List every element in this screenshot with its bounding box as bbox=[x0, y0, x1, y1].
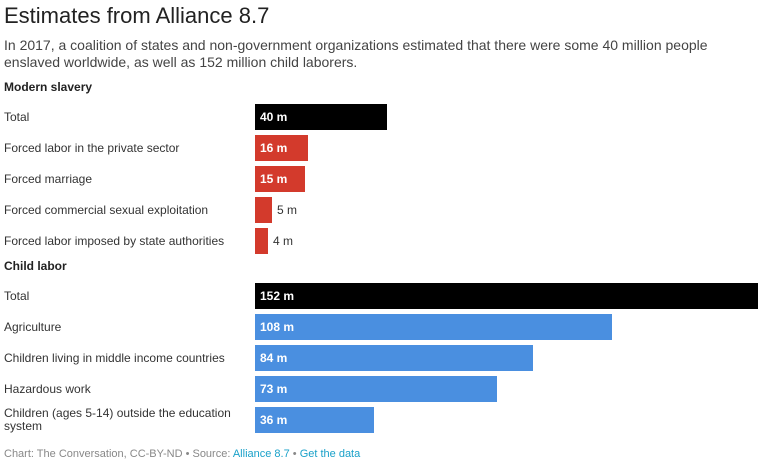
category-label: Hazardous work bbox=[4, 381, 91, 396]
bar-modern-slavery-forced-labor-imposed-by-state-authorities bbox=[255, 228, 268, 254]
data-label: 152 m bbox=[260, 289, 295, 303]
section-title-modern-slavery: Modern slavery bbox=[4, 80, 93, 94]
chart-title: Estimates from Alliance 8.7 bbox=[4, 3, 270, 28]
bar-child-labor-children-ages-5-14-outside-the-education-system bbox=[255, 407, 374, 433]
bar-child-labor-total bbox=[255, 283, 758, 309]
bar-modern-slavery-forced-marriage bbox=[255, 166, 305, 192]
data-label: 15 m bbox=[260, 172, 288, 186]
footer-separator: • bbox=[289, 448, 300, 460]
footer-credit: Chart: The Conversation, CC-BY-ND • Sour… bbox=[4, 448, 233, 460]
bar-modern-slavery-total bbox=[255, 104, 387, 130]
category-label: Children living in middle income countri… bbox=[4, 350, 225, 365]
data-label: 5 m bbox=[277, 203, 298, 217]
data-label: 108 m bbox=[260, 320, 295, 334]
get-data-link[interactable]: Get the data bbox=[299, 448, 361, 460]
category-label: Agriculture bbox=[4, 319, 62, 334]
data-label: 40 m bbox=[260, 110, 288, 124]
category-label: Forced marriage bbox=[4, 171, 93, 186]
source-link[interactable]: Alliance 8.7 bbox=[232, 448, 290, 460]
category-label: Forced labor imposed by state authoritie… bbox=[4, 233, 225, 248]
category-label: Forced commercial sexual exploitation bbox=[4, 202, 209, 217]
data-label: 36 m bbox=[260, 413, 288, 427]
category-label: Children (ages 5-14) outside the educati… bbox=[4, 406, 231, 433]
bar-child-labor-children-living-in-middle-income-countries bbox=[255, 345, 533, 371]
category-label: Total bbox=[4, 109, 30, 124]
data-label: 4 m bbox=[273, 234, 294, 248]
bar-child-labor-hazardous-work bbox=[255, 376, 497, 402]
data-label: 16 m bbox=[260, 141, 288, 155]
category-label: Total bbox=[4, 288, 30, 303]
data-label: 73 m bbox=[260, 382, 288, 396]
category-label: Forced labor in the private sector bbox=[4, 140, 180, 155]
bar-modern-slavery-forced-labor-in-the-private-sector bbox=[255, 135, 308, 161]
chart-footer: Chart: The Conversation, CC-BY-ND • Sour… bbox=[4, 448, 360, 460]
chart-subtitle: In 2017, a coalition of states and non-g… bbox=[4, 37, 708, 70]
section-title-child-labor: Child labor bbox=[4, 259, 67, 273]
data-label: 84 m bbox=[260, 351, 288, 365]
bar-modern-slavery-forced-commercial-sexual-exploitation bbox=[255, 197, 272, 223]
bar-child-labor-agriculture bbox=[255, 314, 612, 340]
